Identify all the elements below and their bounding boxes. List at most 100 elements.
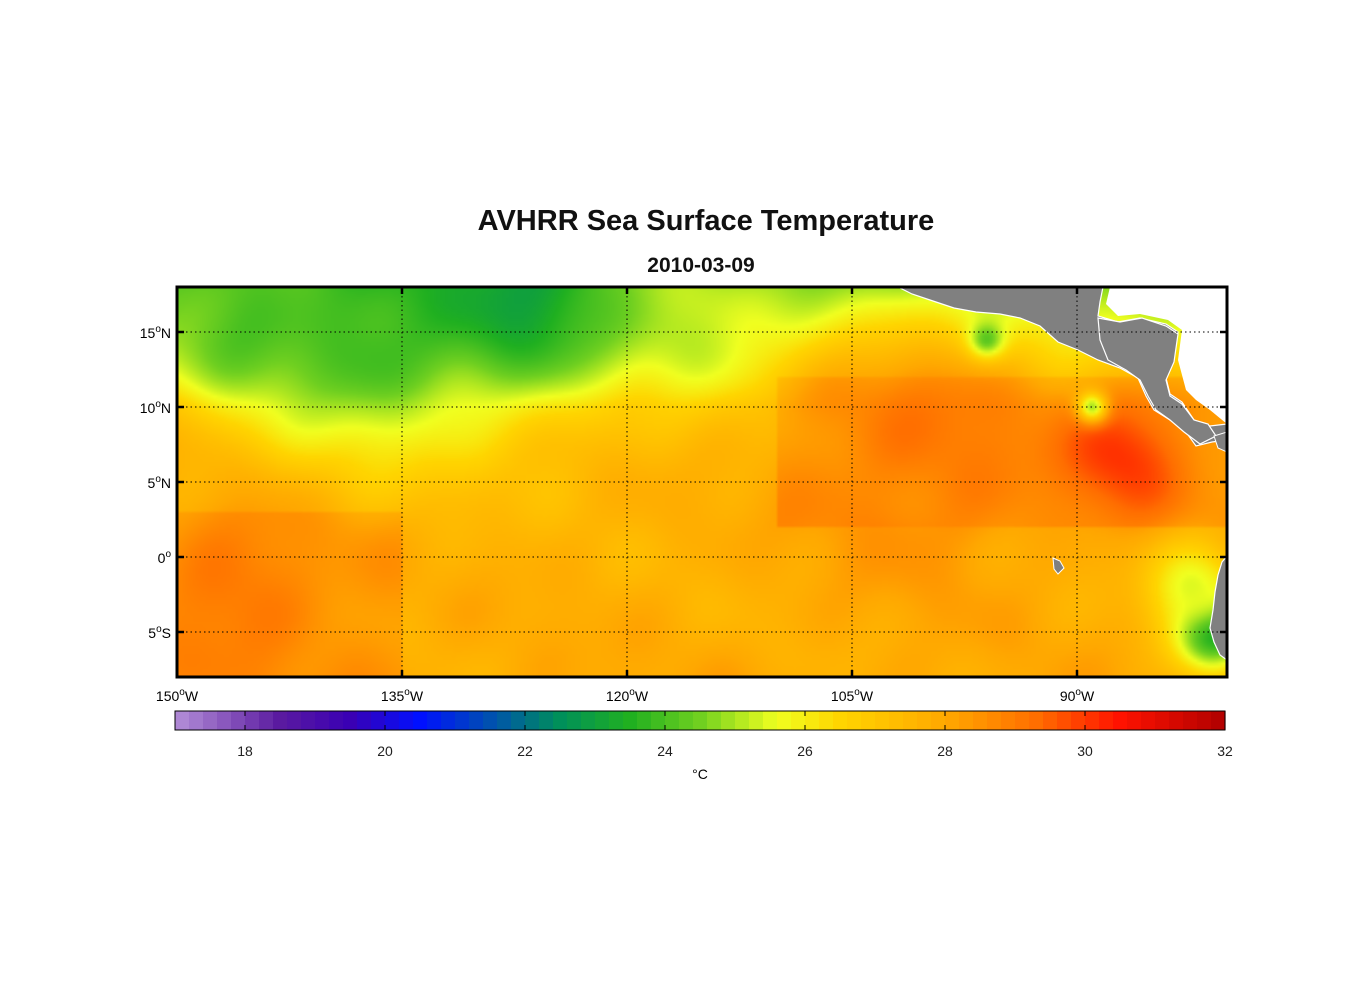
x-tick-label: 105oW [831, 687, 874, 704]
colorbar-segment [1183, 711, 1198, 730]
colorbar-segment [875, 711, 890, 730]
colorbar-segment [1099, 711, 1114, 730]
y-tick-label: 15oN [140, 324, 171, 341]
y-tick-label: 5oN [148, 474, 171, 491]
colorbar-segment [805, 711, 820, 730]
colorbar-segment [245, 711, 260, 730]
colorbar-segment [763, 711, 778, 730]
colorbar-segment [1197, 711, 1212, 730]
colorbar-segment [917, 711, 932, 730]
graticule [177, 287, 1227, 677]
colorbar-segment [609, 711, 624, 730]
y-tick-label: 0o [158, 549, 172, 566]
colorbar-segment [1113, 711, 1128, 730]
colorbar-tick-label: 26 [797, 743, 813, 759]
colorbar-segment [1015, 711, 1030, 730]
colorbar-segment [791, 711, 806, 730]
colorbar-segment [231, 711, 246, 730]
colorbar-segment [1029, 711, 1044, 730]
colorbar-segment [427, 711, 442, 730]
land-yucatan [1097, 317, 1217, 445]
colorbar-tick-label: 30 [1077, 743, 1093, 759]
colorbar-segment [1155, 711, 1170, 730]
colorbar-segment [1071, 711, 1086, 730]
colorbar-segment [749, 711, 764, 730]
colorbar-segment [553, 711, 568, 730]
colorbar-segment [693, 711, 708, 730]
map-axes: 150oW 135oW 120oW 105oW 90oW 15oN 10oN 5oN 0o 5oS [140, 287, 1227, 704]
x-tick-label: 135oW [381, 687, 424, 704]
sst-field [177, 287, 1227, 677]
colorbar-segment [287, 711, 302, 730]
land-galapagos [1052, 557, 1065, 575]
colorbar-segment [511, 711, 526, 730]
colorbar-segment [329, 711, 344, 730]
colorbar-segment [203, 711, 218, 730]
colorbar-segment [777, 711, 792, 730]
colorbar-segment [861, 711, 876, 730]
x-tick-label: 120oW [606, 687, 649, 704]
colorbar-tick-label: 32 [1217, 743, 1233, 759]
colorbar-segment [581, 711, 596, 730]
colorbar-segment [1043, 711, 1058, 730]
colorbar-segment [385, 711, 400, 730]
colorbar-segment [679, 711, 694, 730]
colorbar-segment [651, 711, 666, 730]
chart-title: AVHRR Sea Surface Temperature [477, 205, 935, 237]
colorbar-segment [721, 711, 736, 730]
chart-subtitle: 2010-03-09 [647, 254, 755, 277]
colorbar-segment [539, 711, 554, 730]
colorbar-segment [1169, 711, 1184, 730]
colorbar-segment [1211, 711, 1226, 730]
y-tick-label: 5oS [148, 624, 171, 641]
colorbar-segment [945, 711, 960, 730]
colorbar-segment [413, 711, 428, 730]
colorbar-segment [175, 711, 190, 730]
colorbar-segment [931, 711, 946, 730]
colorbar-segment [637, 711, 652, 730]
colorbar-tick-label: 18 [237, 743, 253, 759]
colorbar-tick-label: 22 [517, 743, 533, 759]
colorbar-segment [189, 711, 204, 730]
colorbar-segment [1057, 711, 1072, 730]
colorbar-segment [441, 711, 456, 730]
x-tick-label: 150oW [156, 687, 199, 704]
colorbar-segment [343, 711, 358, 730]
land-yucatan-gulf [1106, 287, 1227, 424]
colorbar-segment [623, 711, 638, 730]
colorbar-segment [567, 711, 582, 730]
colorbar-segment [399, 711, 414, 730]
colorbar-segment [1085, 711, 1100, 730]
colorbar: 18 20 22 24 26 28 30 32 [174, 710, 1233, 759]
colorbar-tick-label: 20 [377, 743, 393, 759]
colorbar-segment [301, 711, 316, 730]
colorbar-segment [889, 711, 904, 730]
colorbar-segment [273, 711, 288, 730]
colorbar-segment [455, 711, 470, 730]
colorbar-segment [357, 711, 372, 730]
colorbar-segment [903, 711, 918, 730]
colorbar-segment [371, 711, 386, 730]
colorbar-segment [847, 711, 862, 730]
colorbar-segment [819, 711, 834, 730]
colorbar-tick-label: 28 [937, 743, 953, 759]
colorbar-segment [315, 711, 330, 730]
colorbar-unit-label: °C [692, 766, 708, 782]
colorbar-segment [665, 711, 680, 730]
colorbar-segment [259, 711, 274, 730]
colorbar-segment [217, 711, 232, 730]
y-tick-label: 10oN [140, 399, 171, 416]
colorbar-segment [483, 711, 498, 730]
land-south-america [1209, 555, 1227, 661]
colorbar-segment [987, 711, 1002, 730]
colorbar-segment [497, 711, 512, 730]
colorbar-segment [973, 711, 988, 730]
colorbar-segment [595, 711, 610, 730]
colorbar-segment [707, 711, 722, 730]
colorbar-segment [959, 711, 974, 730]
colorbar-segment [1141, 711, 1156, 730]
colorbar-tick-label: 24 [657, 743, 673, 759]
colorbar-segment [735, 711, 750, 730]
colorbar-segment [525, 711, 540, 730]
